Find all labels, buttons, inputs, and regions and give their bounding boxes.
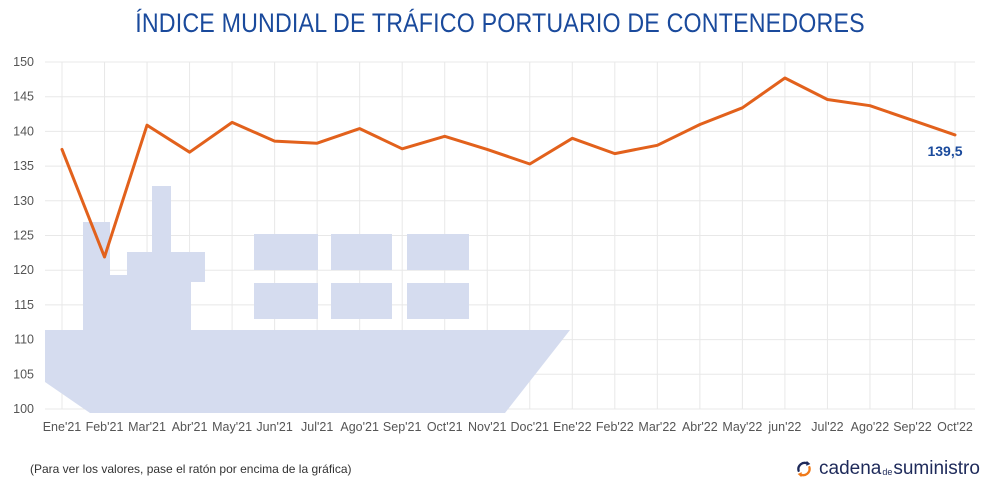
y-tick-label: 135 [13,159,34,173]
data-point[interactable] [311,137,323,149]
x-tick-label: Ago'21 [340,420,379,434]
last-value-label: 139,5 [927,143,962,159]
container [331,234,392,270]
y-tick-label: 120 [13,263,34,277]
x-tick-label: jun'22 [767,420,801,434]
data-point[interactable] [184,146,196,158]
x-tick-label: Sep'21 [383,420,422,434]
x-tick-label: Oct'22 [937,420,973,434]
ship-bridge-block [127,252,152,332]
ship-hull [45,330,570,413]
y-tick-label: 145 [13,90,34,104]
container [254,234,318,270]
container [407,283,469,319]
x-tick-label: Doc'21 [510,420,549,434]
data-point[interactable] [269,135,281,147]
ship-bridge-low [110,275,127,332]
x-tick-label: Oct'21 [427,420,463,434]
ship-deckhouse [171,280,191,332]
ship-mast [152,186,171,332]
y-axis-ticks: 100 105 110 115 120 125 130 135 140 145 150 [13,55,34,416]
x-tick-label: Ene'22 [553,420,592,434]
data-point[interactable] [481,143,493,155]
x-tick-label: Abr'21 [172,420,208,434]
x-tick-label: Mar'21 [128,420,166,434]
x-tick-label: Jul'21 [301,420,333,434]
data-point[interactable] [779,72,791,84]
data-point[interactable] [99,251,111,263]
data-point[interactable] [354,123,366,135]
data-point[interactable] [439,130,451,142]
chart-title: ÍNDICE MUNDIAL DE TRÁFICO PORTUARIO DE C… [135,8,865,38]
x-tick-label: Nov'21 [468,420,507,434]
data-point[interactable] [56,143,68,155]
data-point[interactable] [651,139,663,151]
data-point[interactable] [949,129,961,141]
x-tick-label: Sep'22 [893,420,932,434]
container [331,283,392,319]
x-tick-label: Feb'22 [596,420,634,434]
y-tick-label: 115 [14,298,34,312]
series-line[interactable] [60,76,957,259]
data-point[interactable] [821,93,833,105]
y-tick-label: 100 [13,402,34,416]
x-tick-label: Ene'21 [43,420,82,434]
brand-logo[interactable]: cadena de suministro [795,456,980,482]
x-tick-label: May'22 [722,420,762,434]
container [407,234,469,270]
data-point[interactable] [396,143,408,155]
y-tick-label: 130 [13,194,34,208]
data-point[interactable] [524,158,536,170]
ship-silhouette [45,186,570,413]
cycle-arrows-icon [797,460,811,478]
x-tick-label: Jul'22 [811,420,843,434]
y-tick-label: 150 [13,55,34,69]
y-tick-label: 110 [14,333,34,347]
data-point[interactable] [864,100,876,112]
data-point[interactable] [141,119,153,131]
data-point[interactable] [736,102,748,114]
container [254,283,318,319]
x-tick-label: Feb'21 [86,420,124,434]
y-tick-label: 125 [13,229,34,243]
data-point[interactable] [906,114,918,126]
y-tick-label: 105 [13,367,34,381]
x-tick-label: Mar'22 [638,420,676,434]
y-tick-label: 140 [13,124,34,138]
x-axis-ticks: Ene'21 Feb'21 Mar'21 Abr'21 May'21 Jun'21 Jul'… [43,420,973,434]
brand-name-part2: de [882,467,893,477]
data-point[interactable] [694,118,706,130]
x-tick-label: Abr'22 [682,420,718,434]
data-point[interactable] [226,116,238,128]
x-tick-label: May'21 [212,420,252,434]
footnote: (Para ver los valores, pase el ratón por… [30,462,352,476]
x-tick-label: Jun'21 [256,420,292,434]
brand-name-part3: suministro [893,458,980,479]
x-tick-label: Ago'22 [851,420,890,434]
brand-name-part1: cadena [819,458,882,479]
ship-bridge-wing [171,252,205,282]
data-point[interactable] [566,132,578,144]
data-point[interactable] [609,148,621,160]
series-layer [56,72,961,263]
